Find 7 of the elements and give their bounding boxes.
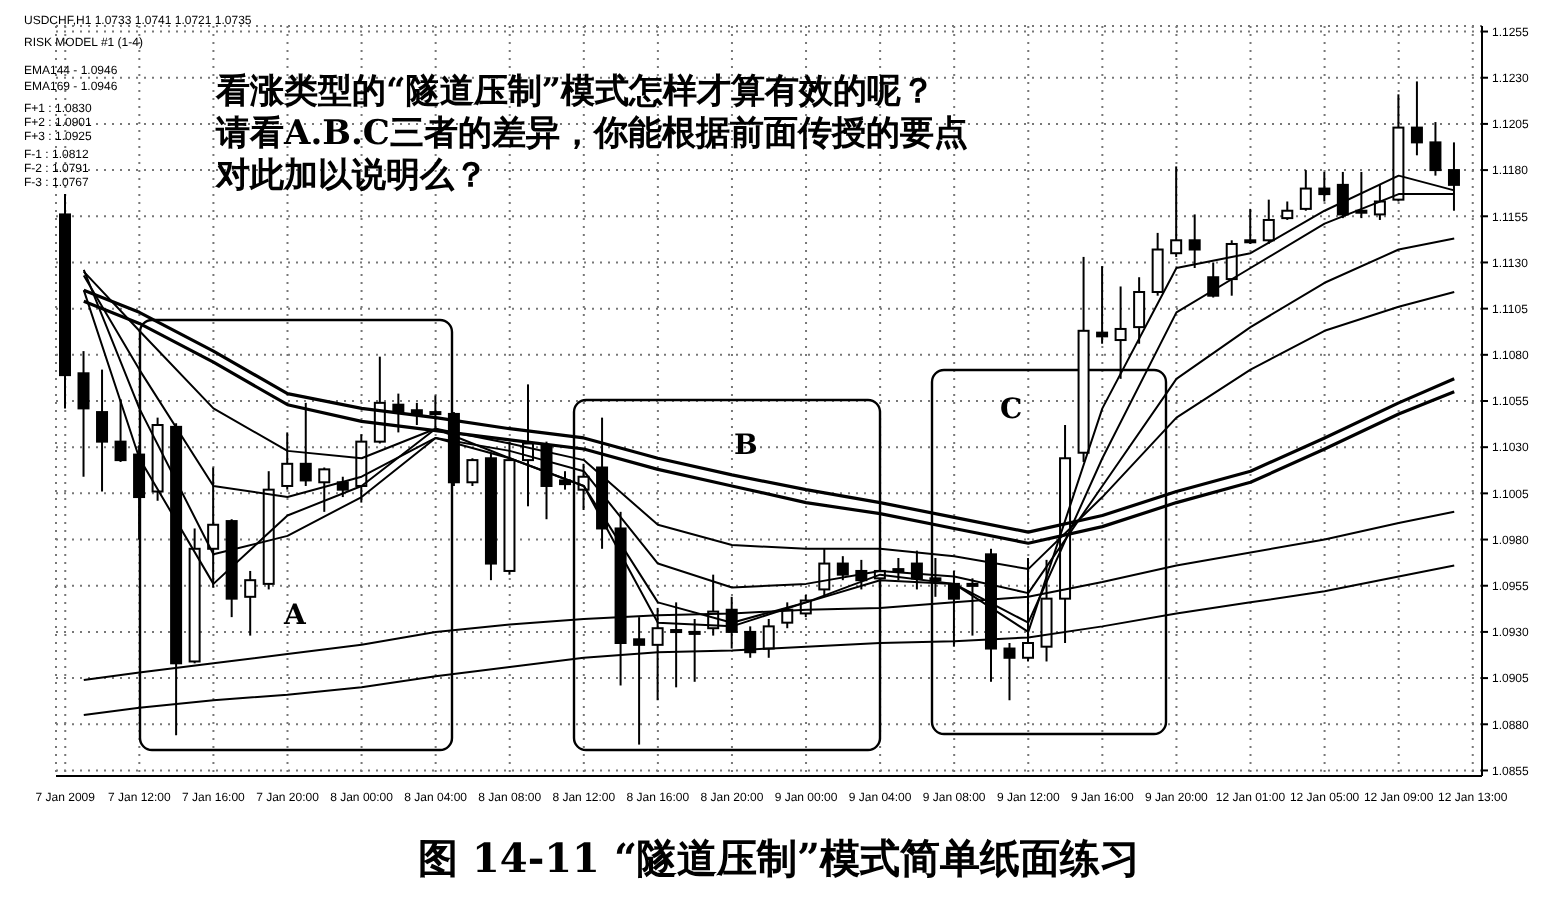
annotation: 请看A.B.C三者的差异，你能根据前面传授的要点 xyxy=(216,114,968,155)
annotation: 看涨类型的“隧道压制”模式怎样才算有效的呢？ xyxy=(216,72,936,113)
annotation: A xyxy=(284,600,306,634)
annotation: C xyxy=(1000,394,1023,428)
annotation: B xyxy=(734,430,758,464)
annotation: 对此加以说明么？ xyxy=(216,156,488,197)
text: 图 14-11 “隧道压制”模式简单纸面练习 xyxy=(416,832,1142,886)
